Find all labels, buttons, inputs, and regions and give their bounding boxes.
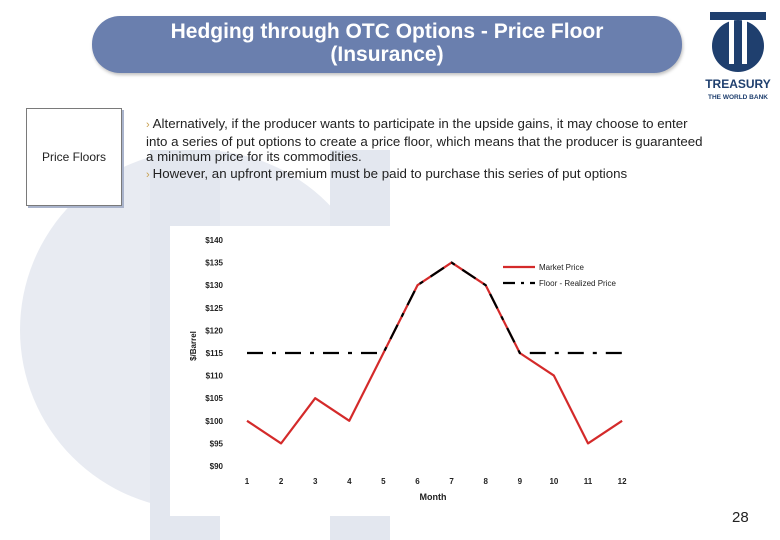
market-price-line bbox=[246, 261, 623, 445]
y-tick-label: $115 bbox=[206, 349, 224, 358]
side-label: Price Floors bbox=[41, 150, 106, 164]
series-floor-price bbox=[247, 261, 623, 355]
logo-stem-1 bbox=[729, 20, 734, 64]
x-axis-label: Month bbox=[420, 492, 447, 502]
chevron-icon: › bbox=[146, 119, 150, 131]
y-tick-label: $90 bbox=[210, 462, 224, 471]
x-tick-label: 9 bbox=[518, 477, 523, 486]
logo-stem-2 bbox=[742, 20, 747, 64]
y-tick-label: $100 bbox=[205, 417, 223, 426]
y-tick-label: $120 bbox=[205, 326, 223, 335]
bullet-list: › Alternatively, if the producer wants to… bbox=[146, 116, 706, 184]
price-floor-chart: $140 $135 $130 $125 $120 $115 $110 $105 $100 $95 $… bbox=[189, 236, 627, 502]
y-axis-label: $/Barrel bbox=[189, 331, 198, 361]
y-tick-label: $110 bbox=[206, 372, 224, 381]
logo-sub: THE WORLD BANK bbox=[708, 94, 768, 101]
x-tick-label: 5 bbox=[381, 477, 386, 486]
series-market-price bbox=[246, 261, 623, 445]
side-label-box: Price Floors bbox=[26, 108, 122, 206]
bullet-item-2: › However, an upfront premium must be pai… bbox=[146, 166, 706, 184]
x-tick-labels: 1 2 3 4 5 6 7 8 9 10 11 12 bbox=[245, 477, 627, 486]
x-tick-label: 7 bbox=[449, 477, 454, 486]
chevron-icon: › bbox=[146, 168, 150, 181]
x-tick-label: 1 bbox=[245, 477, 250, 486]
y-tick-labels: $140 $135 $130 $125 $120 $115 $110 $105 $100 $95 $… bbox=[205, 236, 223, 471]
y-tick-label: $95 bbox=[210, 439, 224, 448]
x-tick-label: 2 bbox=[279, 477, 284, 486]
logo-gap bbox=[734, 32, 742, 64]
y-tick-label: $130 bbox=[205, 281, 223, 290]
bullet-text-2: However, an upfront premium must be paid… bbox=[152, 165, 628, 181]
title-line-1: Hedging through OTC Options - Price Floo… bbox=[170, 20, 604, 43]
legend-label-market: Market Price bbox=[539, 263, 584, 272]
floor-price-line bbox=[247, 261, 623, 355]
legend-label-floor: Floor - Realized Price bbox=[539, 279, 616, 288]
x-tick-label: 6 bbox=[415, 477, 420, 486]
x-tick-label: 8 bbox=[483, 477, 488, 486]
bullet-item-1: › Alternatively, if the producer wants to… bbox=[146, 116, 706, 165]
treasury-logo: TREASURY THE WORLD BANK bbox=[705, 12, 771, 101]
bullet-text-1: Alternatively, if the producer wants to … bbox=[146, 116, 703, 164]
x-tick-label: 10 bbox=[549, 477, 558, 486]
logo-bar bbox=[710, 12, 766, 20]
chart-container: $140 $135 $130 $125 $120 $115 $110 $105 $100 $95 $… bbox=[170, 226, 650, 516]
chart-legend: Market Price Floor - Realized Price bbox=[503, 263, 616, 288]
logo-name: TREASURY bbox=[705, 77, 771, 91]
y-tick-label: $105 bbox=[205, 394, 223, 403]
x-tick-label: 11 bbox=[584, 477, 593, 486]
y-tick-label: $125 bbox=[205, 304, 223, 313]
title-line-2: (Insurance) bbox=[330, 43, 444, 66]
slide-title: Hedging through OTC Options - Price Floo… bbox=[92, 16, 682, 73]
y-tick-label: $135 bbox=[205, 259, 223, 268]
y-tick-label: $140 bbox=[205, 236, 223, 245]
x-tick-label: 12 bbox=[618, 477, 627, 486]
x-tick-label: 3 bbox=[313, 477, 318, 486]
x-tick-label: 4 bbox=[347, 477, 352, 486]
page-number: 28 bbox=[732, 509, 749, 526]
